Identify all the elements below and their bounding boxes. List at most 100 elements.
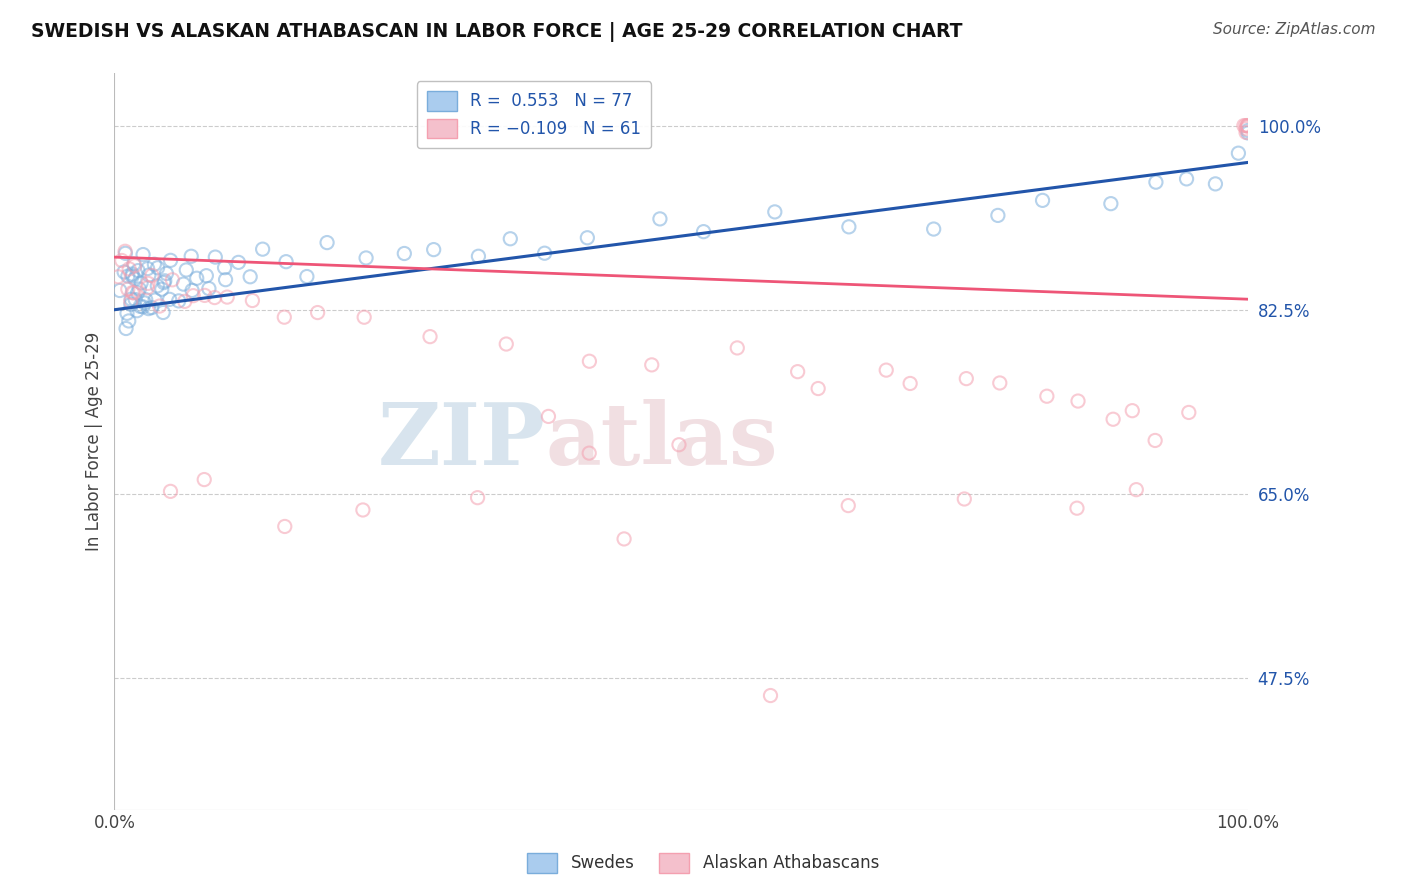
Point [578,446,600,460]
Point [1125,483,1147,497]
Point [124,293,146,307]
Point [495,337,517,351]
Point [759,689,782,703]
Legend: Swedes, Alaskan Athabascans: Swedes, Alaskan Athabascans [520,847,886,880]
Point [953,491,976,506]
Point [132,300,155,314]
Point [295,269,318,284]
Point [138,268,160,282]
Point [537,409,560,424]
Point [134,296,156,310]
Point [115,321,138,335]
Point [128,282,150,296]
Point [1144,175,1167,189]
Point [419,329,441,343]
Point [273,310,295,325]
Point [120,294,142,309]
Point [159,293,181,307]
Point [214,260,236,275]
Point [1237,120,1260,134]
Point [150,282,173,296]
Point [159,484,181,499]
Point [1036,389,1059,403]
Point [136,261,159,276]
Point [692,225,714,239]
Point [217,290,239,304]
Point [875,363,897,377]
Point [146,278,169,293]
Point [125,303,148,318]
Point [1237,123,1260,137]
Point [121,285,143,300]
Point [807,382,830,396]
Point [578,354,600,368]
Point [162,273,184,287]
Point [141,301,163,315]
Point [120,297,142,311]
Point [136,277,159,291]
Point [228,255,250,269]
Point [194,288,217,302]
Point [467,249,489,263]
Point [117,269,139,284]
Point [114,244,136,259]
Point [204,291,226,305]
Point [725,341,748,355]
Point [987,208,1010,222]
Point [838,219,860,234]
Point [239,269,262,284]
Text: atlas: atlas [546,400,778,483]
Point [1233,119,1256,133]
Point [141,268,163,283]
Point [1236,119,1258,133]
Point [1227,146,1250,161]
Point [354,251,377,265]
Point [181,284,204,298]
Point [121,267,143,281]
Point [174,263,197,277]
Point [127,263,149,277]
Point [173,277,195,292]
Legend: R =  0.553   N = 77, R = −0.109   N = 61: R = 0.553 N = 77, R = −0.109 N = 61 [416,81,651,148]
Point [152,305,174,319]
Point [159,253,181,268]
Point [108,284,131,298]
Point [122,285,145,300]
Point [763,205,786,219]
Point [1236,119,1258,133]
Point [129,276,152,290]
Point [146,260,169,275]
Point [193,473,215,487]
Point [143,293,166,307]
Point [153,274,176,288]
Text: ZIP: ZIP [377,400,546,483]
Point [107,269,129,284]
Point [641,358,664,372]
Point [186,271,208,285]
Point [111,253,134,268]
Point [136,281,159,295]
Point [135,293,157,307]
Point [181,288,204,302]
Point [1237,126,1260,140]
Point [167,293,190,308]
Point [148,299,170,313]
Point [124,259,146,273]
Point [922,222,945,236]
Point [533,246,555,260]
Point [117,282,139,296]
Point [122,257,145,271]
Point [394,246,416,260]
Point [121,269,143,284]
Point [837,499,859,513]
Point [786,365,808,379]
Point [1234,121,1257,136]
Point [1032,194,1054,208]
Point [613,532,636,546]
Point [1234,125,1257,139]
Y-axis label: In Labor Force | Age 25-29: In Labor Force | Age 25-29 [86,332,103,551]
Point [352,503,374,517]
Point [1144,434,1167,448]
Point [422,243,444,257]
Point [274,519,297,533]
